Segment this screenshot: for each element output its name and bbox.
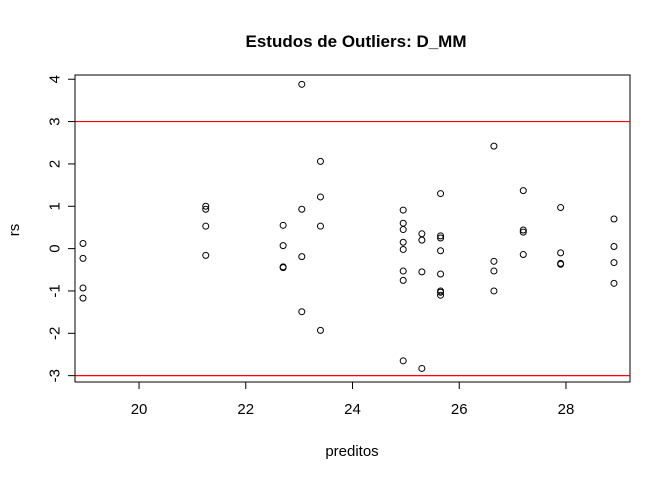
data-point [399, 219, 407, 227]
data-point [418, 364, 426, 372]
data-point [557, 204, 565, 212]
data-point [316, 157, 324, 165]
x-axis: 20 22 24 26 28 [131, 381, 575, 418]
data-point [519, 187, 527, 195]
data-point [490, 267, 498, 275]
data-point [79, 294, 87, 302]
y-tick-label: 1 [47, 202, 64, 210]
data-point [490, 287, 498, 295]
data-point [399, 276, 407, 284]
data-point [202, 222, 210, 230]
x-tick-label: 26 [451, 401, 468, 418]
y-axis: -3 -2 -1 0 1 2 3 4 [47, 75, 76, 382]
data-point [519, 226, 527, 234]
data-point [316, 222, 324, 230]
data-point [610, 259, 618, 267]
data-point [557, 249, 565, 257]
data-point [279, 221, 287, 229]
y-tick-label: 3 [47, 117, 64, 125]
y-tick-label: -2 [47, 327, 64, 340]
data-point [610, 215, 618, 223]
data-point [399, 357, 407, 365]
data-point [279, 242, 287, 250]
x-tick-label: 24 [344, 401, 361, 418]
data-point [202, 202, 210, 210]
x-tick-label: 22 [237, 401, 254, 418]
data-point [316, 326, 324, 334]
data-point [202, 251, 210, 259]
data-point [437, 270, 445, 278]
data-point [202, 205, 210, 213]
x-tick-label: 28 [558, 401, 575, 418]
x-tick-label: 20 [131, 401, 148, 418]
data-point [418, 230, 426, 238]
data-point [519, 251, 527, 259]
y-axis-label: rs [6, 224, 23, 237]
data-point [610, 279, 618, 287]
data-point [437, 232, 445, 240]
data-point [610, 242, 618, 250]
data-point [437, 190, 445, 198]
data-point [399, 238, 407, 246]
data-point [557, 260, 565, 268]
data-point [437, 234, 445, 242]
data-point [79, 254, 87, 262]
y-tick-label: -3 [47, 369, 64, 382]
data-points [79, 80, 618, 372]
data-point [437, 288, 445, 296]
data-point [399, 245, 407, 253]
data-point [437, 247, 445, 255]
data-point [490, 142, 498, 150]
x-axis-label: preditos [325, 443, 378, 460]
chart-title: Estudos de Outliers: D_MM [245, 32, 466, 51]
data-point [79, 240, 87, 248]
data-point [418, 236, 426, 244]
data-point [298, 253, 306, 261]
data-point [437, 291, 445, 299]
y-tick-label: 2 [47, 160, 64, 168]
data-point [279, 264, 287, 272]
y-tick-label: -1 [47, 284, 64, 297]
y-tick-label: 4 [47, 75, 64, 83]
data-point [399, 267, 407, 275]
data-point [298, 205, 306, 213]
data-point [298, 80, 306, 88]
data-point [418, 268, 426, 276]
data-point [399, 206, 407, 214]
data-point [316, 193, 324, 201]
data-point [298, 308, 306, 316]
data-point [399, 226, 407, 234]
data-point [519, 228, 527, 236]
y-tick-label: 0 [47, 244, 64, 252]
data-point [490, 257, 498, 265]
reference-lines [75, 120, 630, 377]
data-point [79, 284, 87, 292]
